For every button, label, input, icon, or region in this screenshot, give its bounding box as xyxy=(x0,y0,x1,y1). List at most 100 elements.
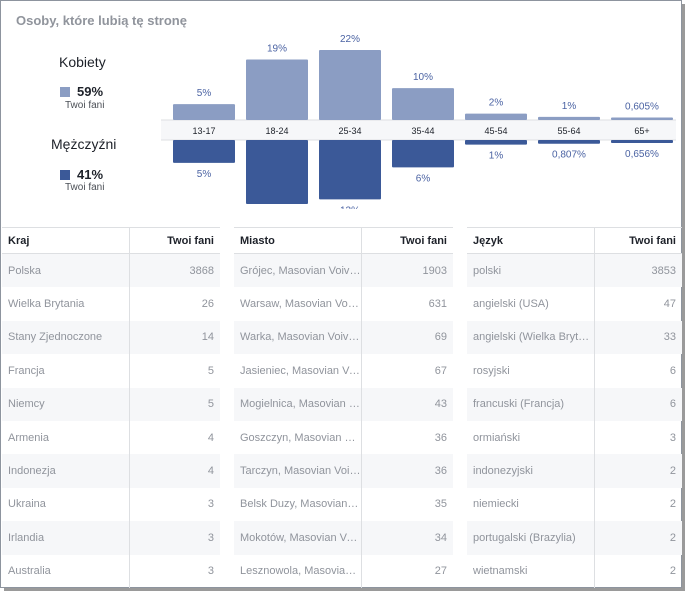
men-subtitle: Twoi fani xyxy=(65,182,105,193)
bar-women-label: 22% xyxy=(340,34,360,45)
column-header-fans[interactable]: Twoi fani xyxy=(594,228,682,253)
row-name: Australia xyxy=(8,565,51,578)
bar-women-label: 2% xyxy=(489,98,504,109)
bar-women-55-64 xyxy=(538,116,600,120)
age-tick-label: 25-34 xyxy=(338,126,361,136)
bar-men-label: 0,656% xyxy=(625,149,659,160)
row-fans-count: 14 xyxy=(129,320,220,355)
table-row: francuski (Francja) 6 xyxy=(467,387,682,421)
table-row: Ukraina 3 xyxy=(2,487,220,522)
row-name: Goszczyn, Masovian Voivodeship xyxy=(240,431,361,444)
age-tick-label: 55-64 xyxy=(557,126,580,136)
row-fans-count: 27 xyxy=(361,554,453,588)
column-header-fans[interactable]: Twoi fani xyxy=(129,228,220,253)
bar-women-35-44 xyxy=(392,88,454,120)
table-row: Mokotów, Masovian Voivodeship34 xyxy=(234,521,453,555)
column-header-name[interactable]: Miasto xyxy=(240,234,275,247)
women-percent: 59% xyxy=(77,84,104,99)
country-table: Kraj Twoi fani Polska 3868 Wielka Brytania 26… xyxy=(2,227,220,588)
row-name: Polska xyxy=(8,264,42,277)
table-row: Tarczyn, Masovian Voivodeship36 xyxy=(234,454,453,488)
row-fans-count: 36 xyxy=(361,420,453,455)
row-name: Wielka Brytania xyxy=(8,298,85,311)
age-band xyxy=(161,120,676,140)
table-row: Warsaw, Masovian Voivodeship631 xyxy=(234,287,453,321)
table-row: Mogielnica, Masovian Voivodeship43 xyxy=(234,387,453,421)
row-fans-count: 6 xyxy=(594,387,682,421)
column-header-name[interactable]: Kraj xyxy=(8,234,30,247)
row-fans-count: 2 xyxy=(594,554,682,588)
row-fans-count: 3 xyxy=(129,487,220,522)
row-name: polski xyxy=(473,264,502,277)
women-subtitle: Twoi fani xyxy=(65,100,105,111)
table-row: Warka, Masovian Voivodeship69 xyxy=(234,320,453,355)
row-name: Francja xyxy=(8,364,45,377)
row-name: Lesznowola, Masovian Voivodeship xyxy=(240,565,361,578)
bar-women-18-24 xyxy=(246,59,308,120)
row-name: angielski (Wielka Brytania) xyxy=(473,331,594,344)
column-header-name[interactable]: Język xyxy=(473,234,503,247)
row-name: Indonezja xyxy=(8,465,56,478)
women-label: Kobiety xyxy=(59,54,106,70)
row-fans-count: 47 xyxy=(594,287,682,321)
row-fans-count: 5 xyxy=(129,354,220,388)
men-swatch xyxy=(60,170,70,180)
row-name: Warsaw, Masovian Voivodeship xyxy=(240,298,361,311)
row-fans-count: 4 xyxy=(129,454,220,488)
row-fans-count: 69 xyxy=(361,320,453,355)
bar-women-label: 10% xyxy=(413,72,433,83)
table-row: Belsk Duzy, Masovian Voivodeship35 xyxy=(234,487,453,522)
table-row: Polska 3868 xyxy=(2,254,220,288)
table-row: Grójec, Masovian Voivodeship1903 xyxy=(234,254,453,288)
bar-women-label: 1% xyxy=(562,101,577,112)
bar-men-13-17 xyxy=(173,140,235,163)
age-gender-chart: 5%5%13-1719%14%18-2422%13%25-3410%6%35-4… xyxy=(161,34,676,209)
table-body: Grójec, Masovian Voivodeship1903Warsaw, … xyxy=(234,254,453,588)
row-name: francuski (Francja) xyxy=(473,398,565,411)
row-name: indonezyjski xyxy=(473,465,533,478)
row-name: Armenia xyxy=(8,431,49,444)
table-header: Miasto Twoi fani xyxy=(234,228,453,254)
row-fans-count: 43 xyxy=(361,387,453,421)
row-name: Belsk Duzy, Masovian Voivodeship xyxy=(240,498,361,511)
row-fans-count: 4 xyxy=(129,420,220,455)
row-fans-count: 3853 xyxy=(594,254,682,288)
row-name: niemiecki xyxy=(473,498,519,511)
men-label: Mężczyźni xyxy=(51,136,117,152)
age-tick-label: 35-44 xyxy=(411,126,434,136)
table-row: niemiecki 2 xyxy=(467,487,682,522)
age-tick-label: 45-54 xyxy=(484,126,507,136)
bar-men-55-64 xyxy=(538,140,600,144)
language-table: Język Twoi fani polski 3853 angielski (USA) 4… xyxy=(467,227,682,588)
table-row: ormiański 3 xyxy=(467,420,682,455)
row-fans-count: 33 xyxy=(594,320,682,355)
row-name: ormiański xyxy=(473,431,521,444)
row-fans-count: 36 xyxy=(361,454,453,488)
table-row: Wielka Brytania 26 xyxy=(2,287,220,321)
table-row: Jasieniec, Masovian Voivodeship67 xyxy=(234,354,453,388)
table-row: Indonezja 4 xyxy=(2,454,220,488)
row-fans-count: 2 xyxy=(594,454,682,488)
row-fans-count: 6 xyxy=(594,354,682,388)
table-row: rosyjski 6 xyxy=(467,354,682,388)
table-row: wietnamski 2 xyxy=(467,554,682,588)
age-tick-label: 13-17 xyxy=(192,126,215,136)
row-fans-count: 3 xyxy=(129,554,220,588)
table-body: polski 3853 angielski (USA) 47 angielski (Wi… xyxy=(467,254,682,588)
row-name: Ukraina xyxy=(8,498,46,511)
row-name: Mokotów, Masovian Voivodeship xyxy=(240,531,361,544)
row-name: Jasieniec, Masovian Voivodeship xyxy=(240,364,361,377)
bar-men-label: 13% xyxy=(340,205,360,209)
table-row: Goszczyn, Masovian Voivodeship36 xyxy=(234,420,453,455)
bar-men-label: 1% xyxy=(489,151,504,162)
bar-women-13-17 xyxy=(173,104,235,120)
column-header-fans[interactable]: Twoi fani xyxy=(361,228,453,253)
bar-men-label: 0,807% xyxy=(552,150,586,161)
bar-women-label: 5% xyxy=(197,88,212,99)
table-body: Polska 3868 Wielka Brytania 26 Stany Zjednoc… xyxy=(2,254,220,588)
table-row: angielski (Wielka Brytania) 33 xyxy=(467,320,682,355)
bar-women-label: 0,605% xyxy=(625,102,659,113)
table-row: portugalski (Brazylia) 2 xyxy=(467,521,682,555)
